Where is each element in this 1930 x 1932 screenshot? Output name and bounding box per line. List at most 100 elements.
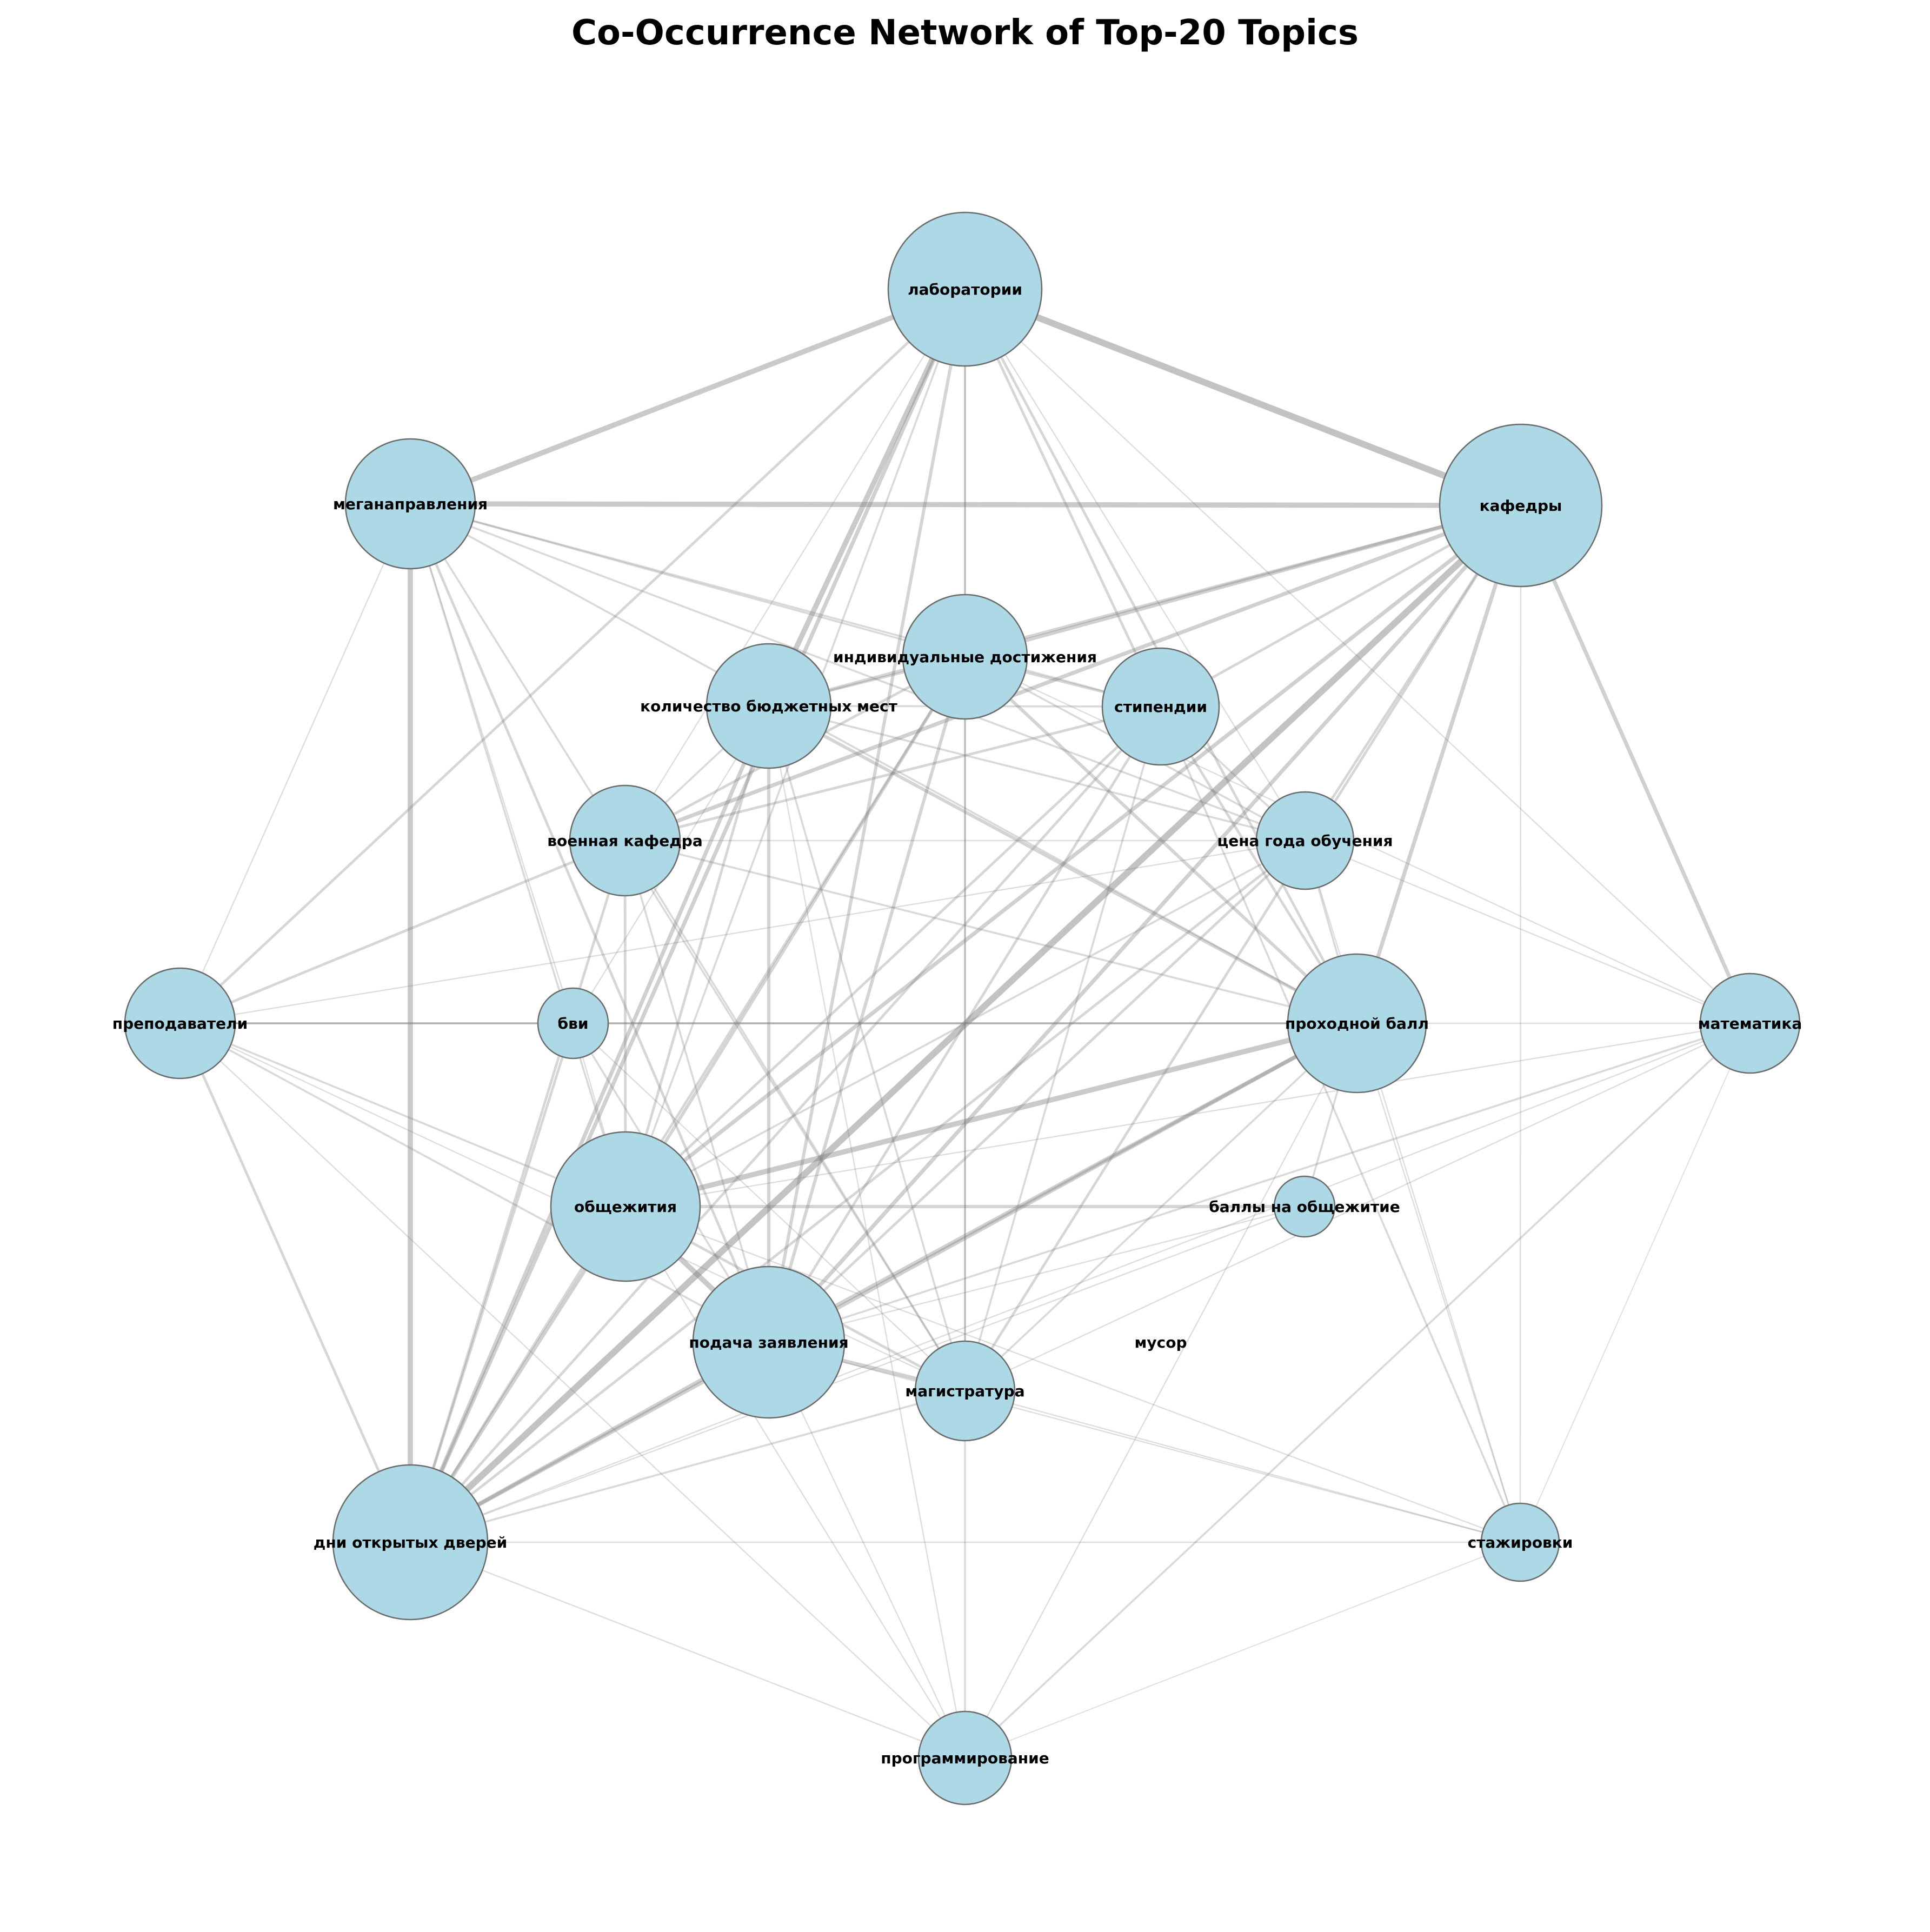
edge-passing-application <box>768 1021 1358 1344</box>
node-bvi <box>537 987 609 1060</box>
edge-math-masters <box>964 1022 1751 1392</box>
edge-depts-masters <box>963 504 1522 1392</box>
edge-labs-price <box>964 289 1306 841</box>
edge-dormpoints-application <box>768 1205 1305 1343</box>
node-label-depts: кафедры <box>1480 497 1562 515</box>
node-layer: лаборатории кафедры меганаправления индивид… <box>112 211 1802 1806</box>
edge-mega-stipend <box>410 503 1161 708</box>
edge-mega-application <box>409 503 770 1343</box>
node-label-stipend: стипендии <box>1114 698 1207 716</box>
edge-openday-prog <box>410 1541 966 1759</box>
edge-masters-openday <box>410 1390 966 1543</box>
edge-indiv-openday <box>409 656 967 1543</box>
chart-title: Co-Occurrence Network of Top-20 Topics <box>571 13 1359 53</box>
edge-price-math <box>1305 840 1751 1024</box>
edge-labs-military <box>624 289 966 841</box>
edge-dorms-prog <box>624 1206 966 1758</box>
edge-masters-intern <box>964 1390 1521 1543</box>
node-dormpoints <box>1273 1175 1336 1238</box>
node-budget <box>706 643 832 769</box>
edge-depts-budget <box>768 504 1521 708</box>
node-price <box>1255 791 1355 890</box>
edge-passing-masters <box>964 1022 1358 1392</box>
edge-labs-depts <box>963 286 1522 509</box>
edge-price-application <box>768 840 1306 1343</box>
edge-stipend-application <box>767 705 1162 1343</box>
node-label-military: военная кафедра <box>547 832 702 850</box>
edge-labs-openday <box>408 288 967 1543</box>
edge-depts-indiv <box>964 503 1521 659</box>
node-label-math: математика <box>1698 1015 1802 1032</box>
edge-teachers-application <box>179 1022 769 1343</box>
edge-military-teachers <box>179 839 625 1025</box>
node-math <box>1699 972 1801 1074</box>
node-label-passing: проходной балл <box>1285 1015 1429 1032</box>
node-dorms <box>550 1131 701 1282</box>
edge-teachers-dorms <box>179 1022 626 1208</box>
edge-stipend-masters <box>964 706 1162 1391</box>
edge-labs-teachers <box>179 288 966 1024</box>
edge-mega-bvi <box>409 503 574 1024</box>
node-label-prog: программирование <box>881 1749 1049 1767</box>
edge-teachers-prog <box>179 1023 966 1758</box>
edge-indiv-dorms <box>624 656 967 1208</box>
node-stipend <box>1101 647 1220 766</box>
edge-depts-application <box>767 504 1522 1344</box>
edge-bvi-openday <box>409 1023 575 1543</box>
edge-price-openday <box>409 840 1306 1543</box>
edge-dorms-intern <box>625 1205 1521 1543</box>
edge-depts-openday <box>408 503 1523 1545</box>
edge-military-openday <box>409 840 627 1543</box>
edge-budget-prog <box>768 705 966 1758</box>
edge-mega-masters <box>409 503 966 1391</box>
edge-budget-openday <box>408 705 771 1543</box>
edge-teachers-openday <box>178 1023 412 1543</box>
node-label-teachers: преподаватели <box>112 1015 248 1032</box>
node-label-indiv: индивидуальные достижения <box>833 648 1097 666</box>
edge-depts-military <box>624 503 1522 843</box>
edge-budget-price <box>768 705 1306 842</box>
edge-labs-math <box>964 289 1751 1024</box>
node-depts <box>1439 423 1603 588</box>
edge-mega-passing <box>410 503 1357 1024</box>
edge-math-application <box>768 1022 1751 1343</box>
node-label-intern: стажировки <box>1468 1534 1573 1551</box>
node-application <box>692 1265 846 1419</box>
node-label-budget: количество бюджетных мест <box>640 697 898 715</box>
edge-military-passing <box>624 840 1357 1024</box>
edge-application-prog <box>768 1342 966 1758</box>
edge-depts-passing <box>1355 504 1523 1024</box>
edge-mega-price <box>410 503 1306 842</box>
edge-labs-application <box>767 289 967 1343</box>
edge-math-dorms <box>625 1022 1751 1208</box>
edge-stipend-dorms <box>624 705 1162 1208</box>
edge-budget-passing <box>768 704 1358 1025</box>
node-mega <box>344 438 476 570</box>
edge-passing-openday <box>409 1021 1358 1544</box>
edge-intern-prog <box>964 1542 1521 1758</box>
edge-dormpoints-openday <box>410 1205 1305 1543</box>
edge-math-intern <box>1520 1023 1751 1543</box>
edge-mega-depts <box>410 501 1521 508</box>
node-label-labs: лаборатории <box>908 281 1022 298</box>
edge-mega-dorms <box>409 503 627 1207</box>
edge-stipend-openday <box>409 705 1162 1543</box>
edge-budget-masters <box>768 705 966 1391</box>
edge-military-masters <box>624 840 966 1391</box>
edge-mega-teachers <box>179 503 411 1024</box>
node-military <box>569 784 681 897</box>
edge-depts-math <box>1519 504 1752 1024</box>
node-openday <box>332 1464 489 1621</box>
node-label-bvi: бви <box>558 1015 589 1032</box>
edge-depts-dorms <box>624 504 1522 1208</box>
edge-math-openday <box>410 1022 1751 1543</box>
edge-stipend-intern <box>1160 706 1521 1543</box>
node-label-application: подача заявления <box>689 1334 848 1351</box>
edge-passing-intern <box>1356 1023 1521 1543</box>
node-intern <box>1480 1502 1560 1582</box>
edge-labs-mega <box>409 287 966 507</box>
edge-stipend-military <box>624 705 1161 842</box>
node-label-dorms: общежития <box>574 1198 677 1216</box>
edge-budget-dorms <box>624 705 770 1207</box>
